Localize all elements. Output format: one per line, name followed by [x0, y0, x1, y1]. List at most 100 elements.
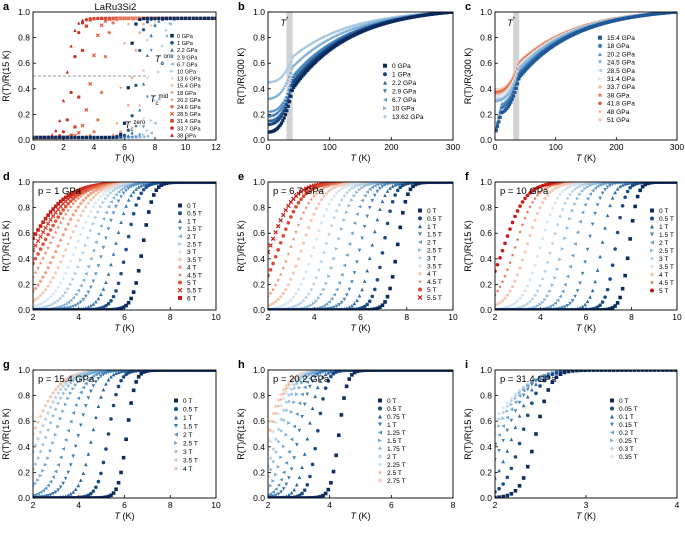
data-point	[294, 72, 298, 77]
series-group	[495, 12, 677, 133]
data-point	[290, 56, 294, 60]
data-point	[170, 76, 174, 81]
annotation-sup: mid	[159, 94, 169, 100]
data-point	[306, 304, 311, 309]
y-tick-label: 0.8	[480, 33, 492, 43]
data-point	[95, 33, 100, 38]
data-point	[38, 302, 43, 306]
data-point	[317, 202, 321, 206]
data-point	[299, 249, 303, 253]
data-point	[86, 308, 91, 310]
data-point	[161, 61, 165, 65]
data-point	[322, 250, 326, 255]
data-point	[362, 182, 367, 186]
data-point	[38, 293, 43, 297]
data-point	[362, 184, 367, 189]
data-point	[363, 20, 368, 25]
data-point	[126, 300, 131, 305]
data-point	[353, 23, 357, 27]
data-point	[106, 185, 111, 189]
data-point	[279, 90, 284, 95]
data-point	[119, 17, 123, 21]
data-point	[141, 125, 146, 129]
data-point	[282, 86, 286, 91]
data-point	[367, 182, 372, 187]
y-tick-label: 0.6	[253, 228, 265, 238]
series-group	[268, 182, 453, 310]
data-point	[73, 189, 78, 194]
data-point	[141, 187, 146, 192]
annotation: Tczero	[125, 120, 146, 133]
data-point	[337, 182, 342, 186]
data-point	[316, 38, 320, 42]
data-point	[296, 71, 300, 75]
data-point	[119, 184, 123, 189]
data-point	[177, 287, 183, 293]
data-point	[89, 192, 93, 196]
data-point	[61, 130, 66, 134]
data-point	[373, 18, 377, 23]
data-point	[96, 210, 101, 214]
annotation-sub: c	[161, 61, 164, 67]
data-point	[73, 199, 78, 203]
data-point	[66, 287, 71, 291]
data-point	[76, 218, 81, 222]
data-point	[71, 197, 76, 201]
data-point	[48, 210, 53, 214]
legend-label: 1 GPa	[177, 41, 194, 47]
y-tick-label: 0.0	[253, 305, 265, 315]
data-point	[58, 135, 62, 140]
data-point	[101, 308, 106, 310]
data-point	[507, 86, 512, 90]
data-point	[74, 224, 78, 228]
data-point	[322, 287, 326, 292]
data-point	[498, 107, 502, 111]
data-point	[73, 28, 77, 32]
data-point	[674, 12, 677, 14]
data-point	[91, 195, 96, 199]
y-tick-label: 0.8	[253, 203, 265, 213]
x-axis-label: T (K)	[115, 153, 135, 163]
data-point	[144, 185, 149, 190]
data-point	[342, 194, 347, 198]
data-point	[296, 287, 301, 291]
data-point	[77, 21, 81, 25]
data-point	[141, 116, 146, 121]
data-point	[138, 17, 142, 22]
data-point	[281, 112, 285, 116]
data-point	[345, 182, 349, 186]
data-point	[501, 87, 505, 91]
data-point	[324, 302, 329, 306]
data-point	[294, 82, 298, 86]
data-point	[79, 202, 83, 206]
data-point	[311, 212, 316, 216]
data-point	[324, 281, 329, 286]
data-point	[197, 182, 201, 184]
data-point	[287, 100, 292, 104]
data-point	[35, 238, 41, 244]
data-point	[139, 182, 143, 186]
data-point	[168, 16, 172, 21]
data-point	[129, 296, 133, 301]
series-group	[268, 12, 453, 134]
data-point	[507, 102, 512, 107]
data-point	[169, 111, 175, 117]
data-point	[80, 123, 85, 128]
data-point	[194, 182, 199, 184]
t-star-label: T*	[281, 17, 290, 28]
data-point	[38, 224, 43, 228]
data-point	[94, 188, 98, 192]
data-point	[189, 182, 194, 184]
data-point	[99, 189, 103, 193]
legend-label: 2.2 GPa	[392, 80, 417, 87]
data-point	[76, 308, 81, 310]
data-point	[174, 182, 179, 184]
t-star-var: T	[281, 18, 288, 28]
data-point	[329, 183, 334, 187]
data-point	[53, 271, 58, 275]
data-point	[116, 230, 121, 235]
data-point	[89, 308, 93, 310]
data-point	[374, 18, 379, 22]
data-point	[268, 291, 273, 295]
data-point	[296, 223, 301, 227]
